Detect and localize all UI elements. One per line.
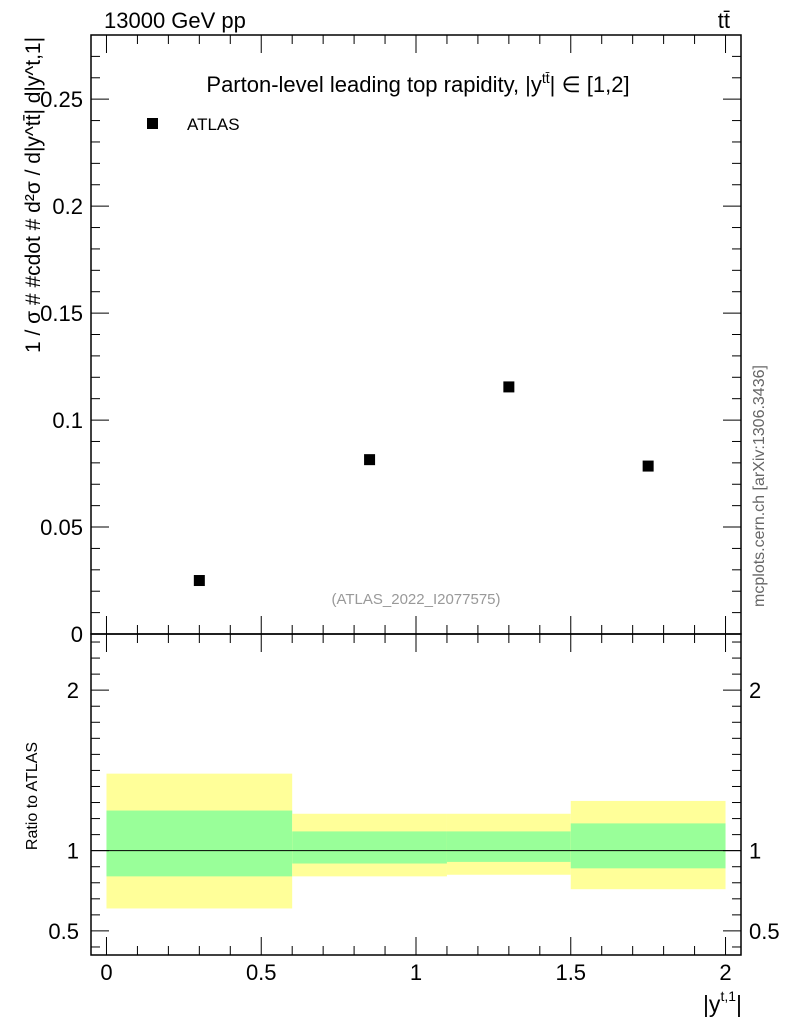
- ratio-x-label-sup: t,1: [720, 988, 736, 1004]
- x-tick-label: 0: [100, 960, 112, 985]
- x-tick-label: 1.5: [555, 960, 586, 985]
- main-title: Parton-level leading top rapidity, |ytt̄…: [206, 70, 629, 97]
- ratio-band-inner-2: [446, 831, 571, 862]
- ratio-y-label: Ratio to ATLAS: [24, 742, 41, 850]
- ratio-x-label-text: |y: [703, 991, 721, 1017]
- x-tick-label: 0.5: [246, 960, 277, 985]
- data-point-atlas-3: [642, 460, 654, 472]
- y-tick-label-ratio-left: 0.5: [48, 919, 79, 944]
- x-tick-label: 2: [719, 960, 731, 985]
- data-point-atlas-2: [503, 381, 515, 393]
- ratio-x-label-tail: |: [736, 991, 742, 1017]
- y-tick-label-ratio-right: 1: [749, 839, 761, 864]
- main-title-sup: tt̄: [542, 70, 550, 86]
- main-plot: Parton-level leading top rapidity, |ytt̄…: [22, 34, 742, 647]
- ratio-x-label: |yt,1|: [703, 988, 742, 1017]
- y-tick-label-main: 0: [71, 622, 83, 647]
- side-label: mcplots.cern.ch [arXiv:1306.3436]: [751, 365, 768, 607]
- data-point-atlas-1: [364, 454, 376, 466]
- y-tick-label-main: 0.25: [40, 87, 83, 112]
- main-title-tail: | ∈ [1,2]: [550, 72, 630, 97]
- legend-label-atlas: ATLAS: [187, 115, 240, 134]
- main-title-text: Parton-level leading top rapidity, |y: [206, 72, 542, 97]
- y-tick-label-main: 0.2: [52, 194, 83, 219]
- energy-label: 13000 GeV pp: [104, 8, 246, 33]
- y-tick-label-ratio-right: 0.5: [749, 919, 780, 944]
- y-tick-label-main: 0.1: [52, 408, 83, 433]
- watermark: (ATLAS_2022_I2077575): [331, 591, 500, 608]
- y-tick-label-main: 0.15: [40, 301, 83, 326]
- y-tick-label-ratio-left: 2: [67, 678, 79, 703]
- legend-marker-atlas: [147, 118, 158, 129]
- y-tick-label-ratio-right: 2: [749, 678, 761, 703]
- ratio-band-inner-3: [570, 823, 726, 869]
- ratio-band-inner-1: [292, 831, 447, 864]
- ratio-plot: 0.5 0.5 1 1 2 2 0 0.5 1 1.5 2 Ratio to ATLAS |yt,…: [24, 35, 780, 1017]
- process-label: tt̄: [718, 8, 730, 33]
- data-point-atlas-0: [193, 575, 205, 587]
- y-tick-label-main: 0.05: [40, 515, 83, 540]
- y-tick-label-ratio-left: 1: [67, 839, 79, 864]
- ratio-band-inner-0: [106, 810, 293, 877]
- x-tick-label: 1: [410, 960, 422, 985]
- main-y-label: 1 / σ # #cdot # d²σ / d|y^tt̄| d|y^t,1|: [22, 37, 45, 353]
